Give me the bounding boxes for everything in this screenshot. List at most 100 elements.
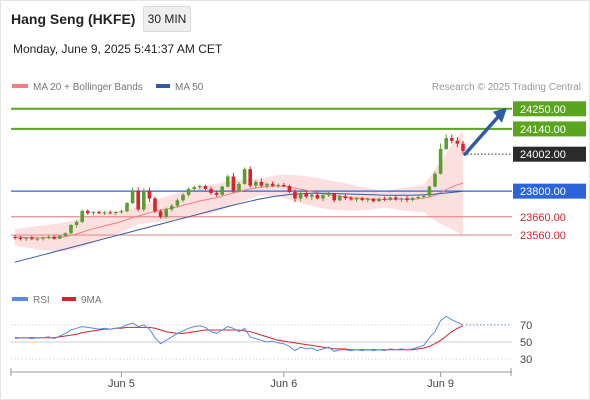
candle-body [231,176,236,192]
candle-body [58,235,62,239]
candle [298,191,303,202]
candle-body [304,192,308,197]
ma20-legend-swatch [12,84,28,88]
candle-body [91,212,96,214]
candle-body [203,186,208,189]
rsi-panel: 70 50 30 [11,315,532,366]
candle [394,195,398,201]
candle-body [338,196,342,201]
timeframe-button[interactable]: 30 MIN [143,6,191,32]
candle-body [377,198,381,202]
candle [259,178,264,188]
candle [91,211,96,216]
x-axis-label: Jun 5 [108,378,135,390]
candle-body [52,236,56,239]
candle [214,191,219,197]
candle [371,198,376,203]
candle-body [130,191,135,204]
ma50-line [14,190,464,263]
rsi-line [14,315,464,352]
arrow-head [493,107,507,123]
rsi-legend-swatch [12,297,28,301]
candle-body [287,186,292,193]
candle-body [74,221,79,225]
candle [455,137,460,148]
candle-body [371,198,376,202]
candle [209,186,213,195]
candle-body [259,182,264,186]
candle-body [360,198,364,200]
candle [192,185,196,192]
rsi-ma-legend-swatch [62,297,76,301]
candle [304,190,308,199]
candle [181,192,185,203]
candle [382,196,387,202]
candle-body [282,184,286,187]
candle [377,197,381,203]
candle [254,180,258,189]
candle-body [125,203,129,212]
candle [343,193,348,200]
candle [248,166,252,188]
candle [270,181,275,188]
level-label-box-resistance [513,101,586,117]
candle-body [450,138,454,141]
candle-body [142,191,146,210]
candle [69,224,73,235]
rsi-legend-label: RSI [33,295,50,306]
candle [86,209,90,215]
candle [58,235,62,240]
candle [52,235,56,240]
candle-body [192,187,196,189]
candle [338,194,342,202]
price-level-labels: 24250.00 24140.00 24002.00 23800.00 23660.00… [513,101,586,242]
level-label-resistance: 24250.00 [520,104,566,116]
rsi-level-label: 50 [520,337,532,349]
candle [321,193,325,202]
candle-body [80,210,84,222]
candle-body [315,194,320,199]
candle-body [181,194,185,201]
candle-body [394,197,398,200]
rsi-ma-legend-label: 9MA [81,295,102,306]
candle [310,192,314,201]
candle-body [332,193,336,201]
candle-body [136,191,140,210]
candle [125,202,129,213]
candle [102,210,107,215]
candle-body [254,182,258,186]
x-axis-label: Jun 6 [270,378,297,390]
candle [63,232,68,237]
candle-body [198,186,202,188]
candle-body [164,209,168,217]
candle [226,174,230,188]
candle [80,209,84,224]
candle-body [416,197,420,199]
candle [198,184,202,190]
candle-body [18,237,23,239]
candle-body [119,211,124,213]
candle [186,187,191,197]
rsi-level-label: 70 [520,320,532,332]
candle [108,210,112,215]
candle-body [175,200,180,206]
candle [293,189,297,203]
rsi-level-label: 30 [520,354,532,366]
candle [360,196,364,202]
candle [24,236,28,241]
candle [332,192,336,203]
candle-body [186,188,191,195]
candle-body [114,212,118,214]
candle [153,196,157,214]
candle [237,182,241,193]
candle-body [388,197,392,200]
candle-body [209,188,213,193]
x-axis-label: Jun 9 [427,378,454,390]
candle-body [399,198,404,200]
candle-body [343,196,348,199]
candlesticks [13,134,465,241]
candle [282,182,286,188]
candle-body [444,138,448,150]
candle-body [326,193,331,196]
candle-body [35,238,40,240]
